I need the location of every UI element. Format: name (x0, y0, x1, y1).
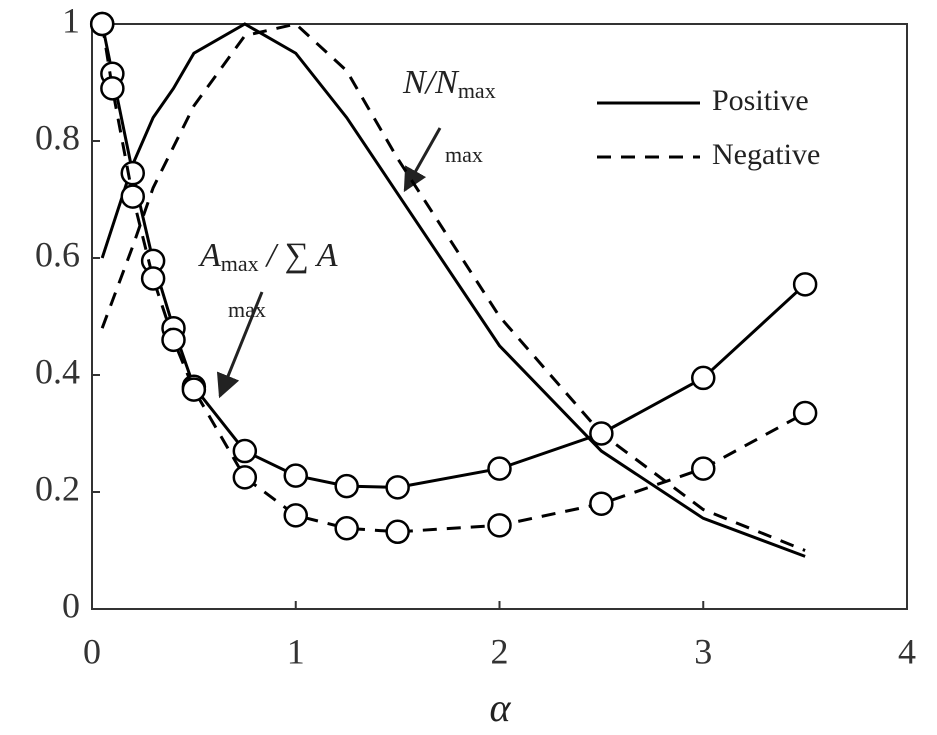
data-point (283, 503, 308, 528)
annotation-suffix: / ∑ A (265, 237, 338, 274)
data-point (385, 519, 410, 545)
annotation: Amax / ∑ A (198, 237, 338, 276)
data-point (589, 491, 614, 516)
data-point (89, 11, 115, 37)
data-point (691, 365, 716, 391)
series-line (100, 23, 806, 534)
data-point (487, 456, 512, 481)
arrow (403, 127, 442, 193)
data-point (120, 184, 145, 209)
arrow (216, 291, 264, 399)
annotation: max (228, 297, 266, 322)
y-tick-label: 0.2 (35, 468, 80, 508)
annotation-text: A (198, 237, 221, 274)
series-line (100, 22, 806, 558)
data-point (385, 475, 410, 500)
data-point (161, 327, 186, 353)
data-point (792, 400, 818, 426)
data-point (589, 421, 614, 446)
y-tick-label: 0.4 (35, 351, 80, 391)
data-point (792, 272, 818, 297)
legend-label: Negative (712, 138, 820, 171)
annotation-text: max (445, 142, 483, 167)
annotation-text: N/N (402, 64, 460, 101)
x-axis-label: α (490, 685, 512, 730)
data-point (334, 473, 359, 499)
annotation-text: max (228, 297, 266, 322)
x-tick-label: 2 (491, 631, 509, 671)
x-tick-label: 0 (83, 631, 101, 671)
data-point (140, 266, 166, 291)
data-point (100, 76, 125, 101)
data-point (691, 456, 716, 481)
annotation-subscript: max (458, 78, 496, 103)
data-point (232, 438, 258, 464)
y-tick-label: 1 (62, 0, 80, 40)
data-point (487, 513, 512, 538)
data-point (283, 463, 308, 488)
legend-label: Positive (712, 84, 809, 117)
y-tick-label: 0.6 (35, 234, 80, 274)
annotation: N/Nmax (402, 64, 496, 103)
annotation-subscript: max (221, 251, 259, 276)
y-tick-label: 0.8 (35, 117, 80, 157)
data-point (181, 377, 207, 402)
data-point (232, 465, 258, 490)
data-point (334, 516, 359, 541)
annotation: max (445, 142, 483, 167)
x-tick-label: 1 (287, 631, 305, 671)
x-tick-label: 3 (694, 631, 712, 671)
y-tick-label: 0 (62, 585, 80, 625)
data-point (120, 160, 145, 186)
x-tick-label: 4 (898, 631, 916, 671)
